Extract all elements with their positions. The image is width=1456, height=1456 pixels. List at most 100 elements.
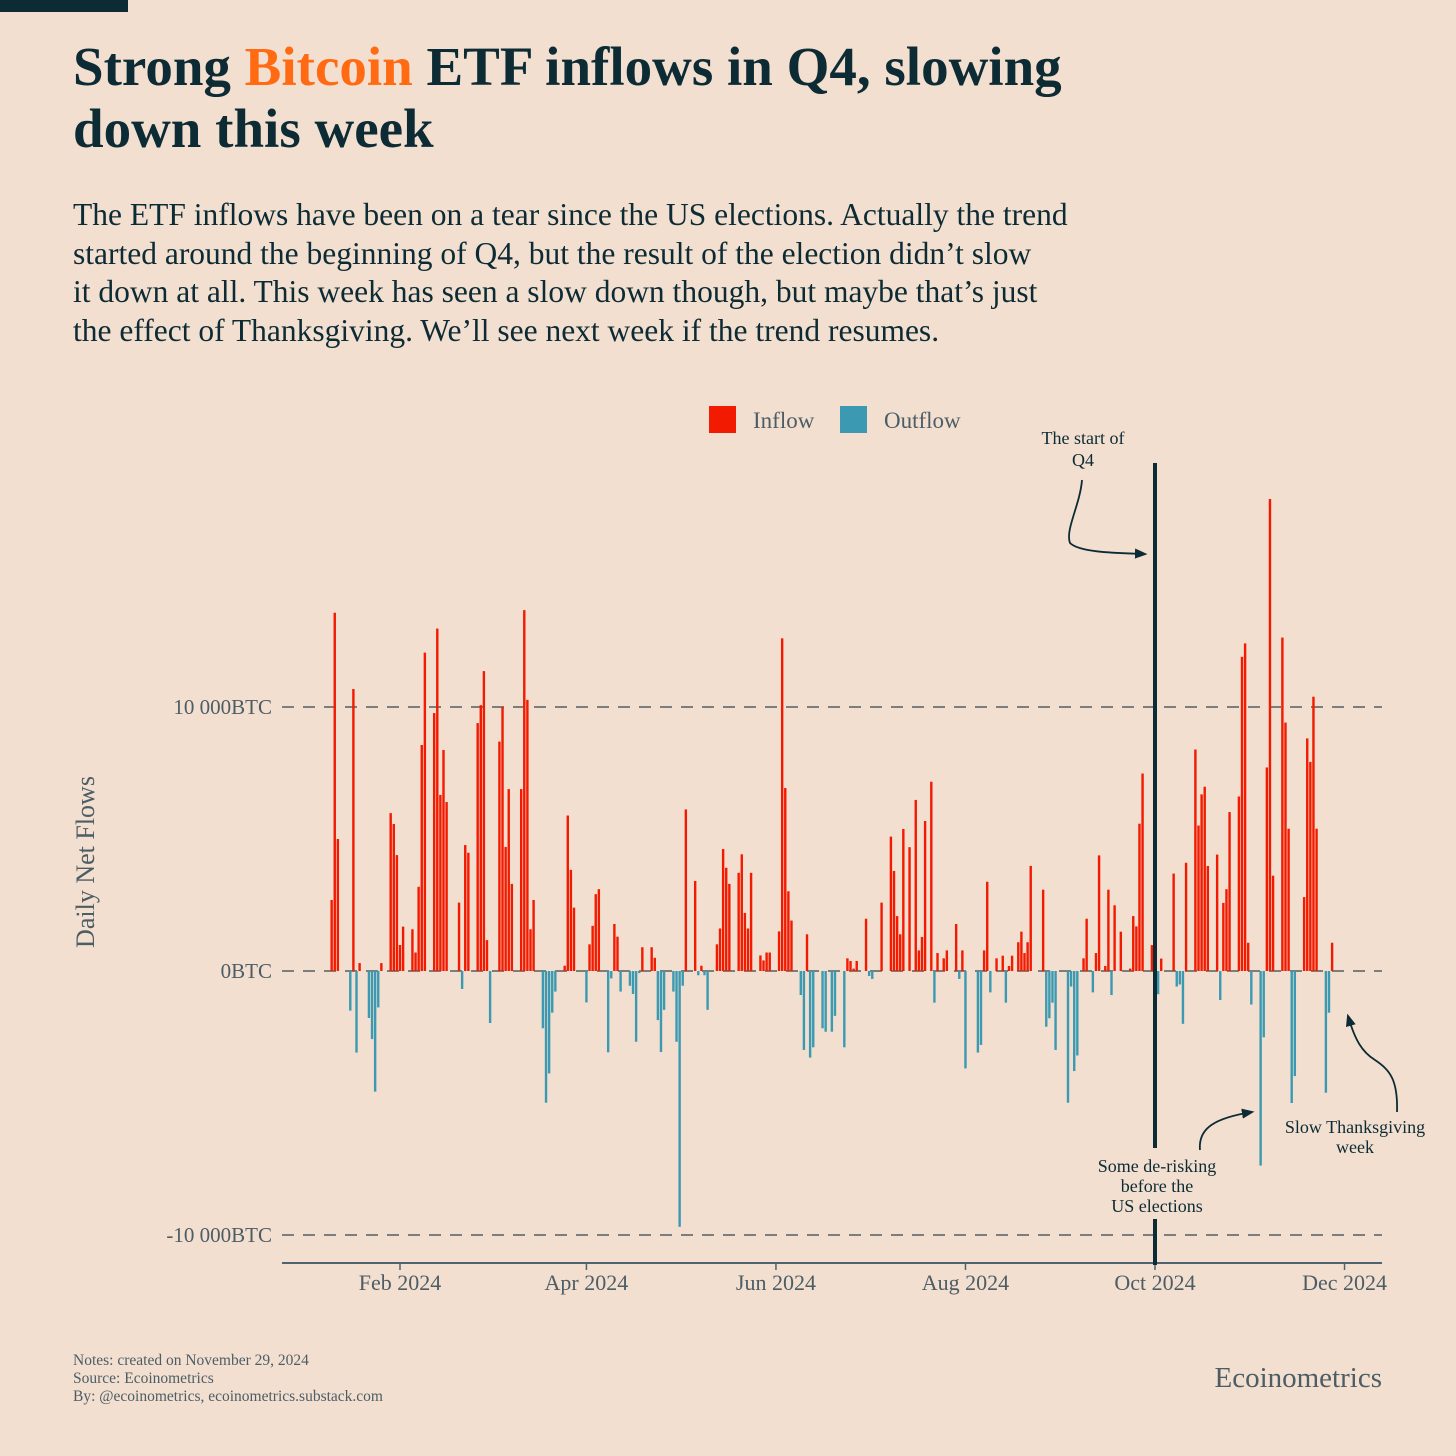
bar-inflow [532, 899, 535, 971]
bar-inflow [986, 881, 989, 971]
notes-created: Notes: created on November 29, 2024 [73, 1352, 309, 1369]
legend-label-inflow: Inflow [753, 408, 815, 433]
title-line2: down this week [73, 98, 434, 159]
bar-inflow [566, 815, 569, 971]
title-prefix: Strong [73, 36, 245, 97]
bar-inflow [759, 955, 762, 971]
bar-outflow [830, 971, 834, 1032]
bar-inflow [961, 950, 964, 971]
bar-inflow [653, 957, 656, 971]
legend: Inflow Outflow [709, 406, 961, 433]
bar-inflow [945, 950, 949, 971]
bar-outflow [867, 971, 871, 977]
bar-outflow [1290, 971, 1293, 1103]
bar-inflow [852, 968, 855, 971]
bar-outflow [373, 971, 377, 1092]
bar-outflow [706, 971, 709, 1010]
bar-inflow [330, 899, 333, 971]
bar-inflow [1082, 958, 1085, 971]
bar-outflow [697, 971, 700, 976]
bar-inflow [1029, 865, 1032, 971]
bar-inflow [1001, 955, 1004, 971]
x-tick-label: Dec 2024 [1302, 1270, 1387, 1295]
bar-inflow [1119, 931, 1123, 971]
bar-outflow [460, 971, 464, 989]
bar-outflow [871, 971, 874, 979]
bar-inflow [485, 940, 489, 971]
x-tick-label: Jun 2024 [736, 1270, 816, 1295]
brand-logo-text: Ecoinometrics [1214, 1362, 1382, 1394]
bar-outflow [1262, 971, 1265, 1038]
bar-inflow [1268, 498, 1272, 971]
bar-inflow [715, 944, 719, 971]
bar-outflow [1051, 971, 1054, 1003]
subtitle-line: the effect of Thanksgiving. We’ll see ne… [73, 312, 940, 348]
bar-outflow [585, 971, 588, 1003]
y-tick-label: 10 000BTC [173, 695, 272, 719]
arrow-icon [1345, 1013, 1398, 1113]
bar-outflow [1066, 971, 1070, 1103]
bar-inflow [439, 794, 442, 971]
bar-outflow [1219, 971, 1222, 1001]
bar-outflow [1048, 971, 1051, 1019]
bar-inflow [392, 823, 395, 971]
bar-inflow [380, 963, 383, 971]
bar-inflow [914, 799, 917, 971]
bar-inflow [1312, 696, 1315, 971]
bar-inflow [1271, 875, 1275, 971]
bar-inflow [1017, 942, 1020, 971]
bar-outflow [349, 971, 352, 1011]
notes-by: By: @ecoinometrics, ecoinometrics.substa… [73, 1388, 383, 1405]
bar-inflow [787, 891, 790, 971]
bar-outflow [1045, 971, 1048, 1027]
bar-inflow [1225, 889, 1228, 971]
bar-inflow [995, 958, 998, 971]
bar-outflow [1259, 971, 1262, 1166]
bar-inflow [899, 934, 902, 971]
annotation-q4: The start of Q4 [1042, 428, 1148, 559]
bar-outflow [638, 971, 641, 974]
bar-outflow [370, 971, 374, 1040]
bar-outflow [1324, 971, 1328, 1093]
bar-outflow [802, 971, 806, 1050]
bar-inflow [1113, 905, 1116, 971]
bar-inflow [479, 705, 482, 971]
bar-inflow [442, 750, 445, 971]
legend-label-outflow: Outflow [884, 408, 961, 433]
annotation-text: Slow Thanksgiving [1285, 1117, 1425, 1137]
bar-inflow [1330, 942, 1334, 971]
bar-inflow [613, 924, 616, 971]
bar-inflow [849, 960, 852, 971]
bar-outflow [808, 971, 812, 1058]
bar-inflow [395, 855, 399, 971]
bar-inflow [930, 781, 933, 971]
bar-inflow [780, 638, 784, 971]
bar-inflow [1097, 855, 1101, 971]
bar-inflow [1284, 722, 1287, 971]
bar-inflow [1085, 918, 1088, 971]
bar-inflow [805, 934, 809, 971]
bar-inflow [1132, 916, 1135, 971]
bar-outflow [659, 971, 663, 1053]
bar-inflow [1041, 889, 1045, 971]
bar-inflow [917, 950, 921, 971]
legend-swatch-outflow [840, 406, 867, 433]
bar-inflow [510, 883, 514, 971]
bar-inflow [476, 723, 479, 971]
subtitle-line: started around the beginning of Q4, but … [73, 235, 1032, 271]
bar-inflow [420, 745, 423, 971]
bar-outflow [933, 971, 936, 1003]
bar-outflow [631, 971, 635, 994]
bar-outflow [554, 971, 557, 992]
bar-outflow [488, 971, 492, 1024]
bar-inflow [784, 788, 787, 971]
annotation-text: week [1336, 1137, 1374, 1157]
annotation-derisking: Some de-risking before the US elections [1098, 1108, 1255, 1216]
bar-inflow [746, 928, 750, 971]
bar-inflow [908, 847, 911, 971]
bar-inflow [737, 872, 740, 971]
bar-inflow [725, 867, 728, 971]
bar-inflow [1281, 637, 1284, 971]
bar-inflow [700, 965, 703, 971]
